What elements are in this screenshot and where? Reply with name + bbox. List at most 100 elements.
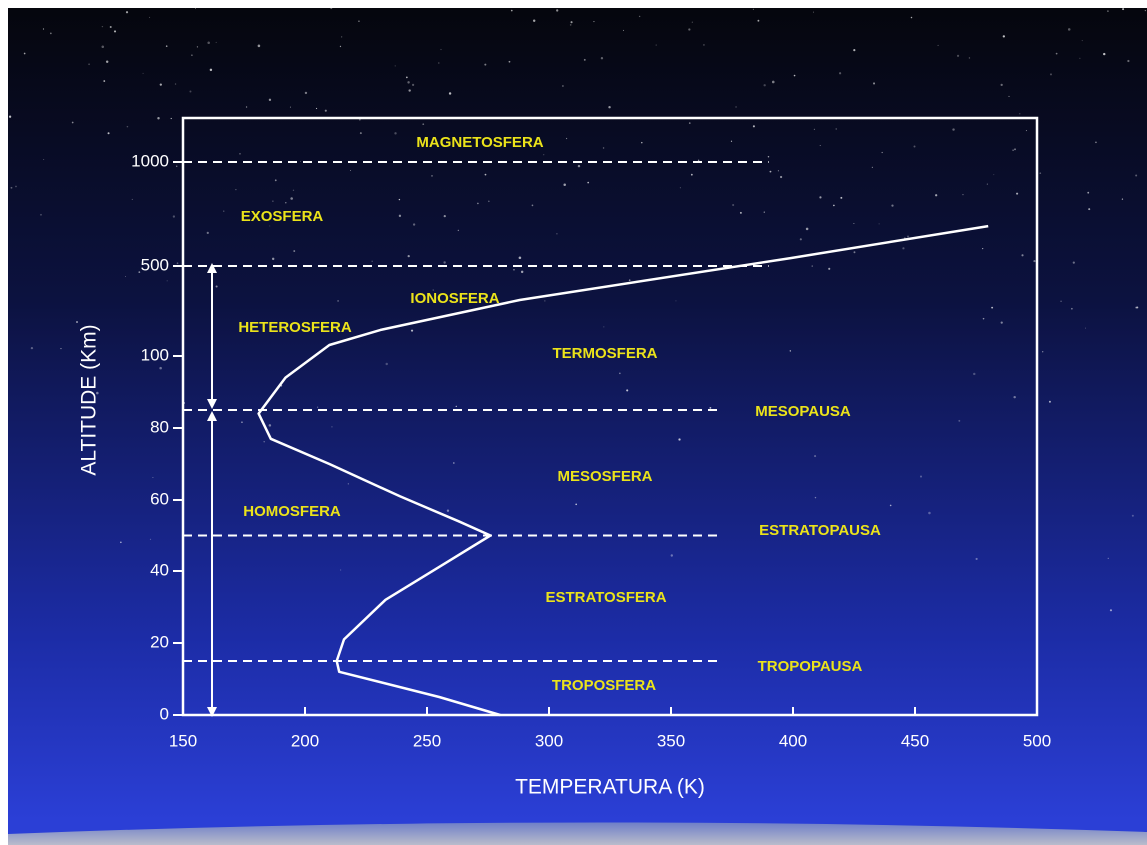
star (125, 11, 129, 14)
star (358, 118, 361, 121)
star (902, 247, 905, 250)
star (709, 406, 712, 409)
star (207, 41, 210, 45)
star (166, 280, 168, 282)
star (688, 28, 691, 31)
star (1025, 130, 1027, 132)
star (209, 68, 213, 72)
star (438, 62, 440, 64)
star (431, 175, 433, 177)
star (269, 225, 271, 227)
star (289, 106, 291, 108)
star (622, 29, 625, 32)
star (1000, 83, 1003, 87)
star (907, 235, 909, 238)
star (819, 145, 821, 146)
layer-label: MAGNETOSFERA (416, 134, 543, 151)
star (593, 21, 595, 23)
star (455, 405, 457, 408)
plot-frame (181, 116, 1039, 717)
star (324, 109, 327, 112)
star (484, 173, 487, 176)
star (159, 83, 162, 86)
star (1081, 40, 1083, 42)
star (608, 106, 611, 109)
star (510, 9, 513, 12)
star (1088, 208, 1091, 211)
star (793, 74, 796, 77)
star (814, 496, 817, 499)
star (337, 300, 339, 302)
star (341, 36, 343, 38)
star (330, 6, 333, 10)
star (60, 347, 62, 350)
star (532, 19, 536, 22)
star (407, 254, 410, 258)
x-tick-label: 450 (901, 731, 929, 750)
star (293, 250, 296, 253)
star (561, 85, 564, 87)
star (735, 106, 737, 108)
star (23, 52, 26, 55)
star (1039, 172, 1042, 175)
star (752, 8, 754, 10)
star (670, 554, 674, 557)
star (315, 107, 318, 110)
y-tick-label: 20 (150, 632, 169, 651)
star (1070, 307, 1073, 310)
star (835, 128, 837, 130)
star (543, 154, 545, 156)
star (697, 159, 700, 162)
star (96, 391, 99, 395)
star (43, 159, 45, 160)
star (982, 248, 984, 250)
star (101, 45, 105, 49)
x-axis-title: TEMPERATURA (K) (515, 776, 705, 799)
star (1095, 141, 1097, 144)
star (986, 183, 988, 185)
star (1049, 73, 1052, 76)
star (975, 557, 978, 561)
star (575, 503, 577, 506)
star (268, 424, 272, 427)
star (358, 20, 360, 22)
star (271, 257, 275, 261)
star (570, 21, 573, 24)
star (1055, 52, 1058, 55)
star (1084, 327, 1086, 329)
star (913, 145, 916, 148)
stars (8, 6, 1146, 612)
layer-label: EXOSFERA (241, 208, 324, 225)
star (176, 262, 179, 265)
star (602, 147, 605, 149)
star (769, 170, 772, 173)
star (565, 137, 568, 140)
y-tick-label: 100 (141, 345, 169, 364)
star (813, 11, 815, 13)
star (398, 198, 401, 201)
star (518, 256, 522, 260)
star (432, 289, 434, 291)
star (956, 54, 960, 57)
layer-label: ESTRATOSFERA (545, 589, 666, 606)
star (655, 44, 657, 46)
star (587, 181, 590, 184)
star (1107, 10, 1109, 13)
temperature-curve (257, 224, 989, 717)
star (71, 121, 74, 124)
star (443, 215, 446, 218)
layer-label: HETEROSFERA (238, 319, 352, 336)
star (958, 419, 961, 422)
star (394, 132, 397, 135)
star (272, 200, 274, 202)
layer-label: MESOPAUSA (755, 403, 851, 420)
star (739, 211, 742, 214)
star (350, 169, 352, 171)
star (1107, 557, 1109, 559)
star (159, 366, 162, 370)
star (889, 504, 892, 507)
star (813, 128, 816, 131)
star (412, 223, 416, 226)
star (30, 346, 34, 350)
layer-label: TERMOSFERA (553, 345, 658, 362)
